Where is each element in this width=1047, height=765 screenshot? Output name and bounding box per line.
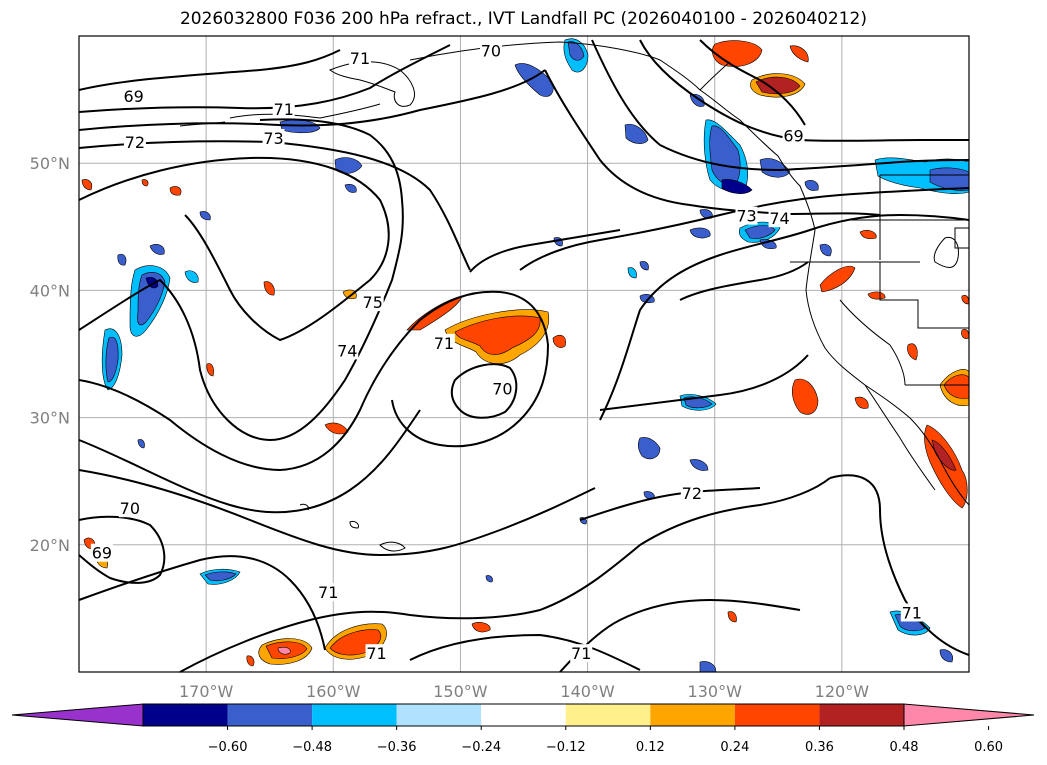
contour-label: 73 xyxy=(736,207,756,226)
contour-label-background xyxy=(768,209,791,228)
contour-label-background xyxy=(900,603,923,622)
contour-label-background xyxy=(123,132,146,151)
map-title: 2026032800 F036 200 hPa refract., IVT La… xyxy=(179,9,867,29)
colorbar-tick-label: −0.36 xyxy=(377,740,417,755)
contour-label-background xyxy=(432,333,455,352)
colorbar-segment xyxy=(227,704,313,726)
longitude-label: 160°W xyxy=(306,682,361,701)
latitude-label: 50°N xyxy=(30,154,70,173)
contour-label: 71 xyxy=(571,644,591,663)
longitude-label: 130°W xyxy=(688,682,743,701)
colorbar-segment xyxy=(481,704,566,726)
latitude-label: 20°N xyxy=(30,536,70,555)
contour-label-background xyxy=(118,499,141,518)
contour-label-background xyxy=(680,483,703,502)
contour-label-background xyxy=(782,126,805,145)
contour-label-background xyxy=(491,379,514,398)
contour-label-background xyxy=(365,644,388,663)
map-panel: 69 71 72 73 71 70 69 73 74 75 74 71 70 72 70 69 71 71 71 71 xyxy=(78,35,970,673)
colorbar-tick-label: −0.60 xyxy=(208,740,248,755)
contour-lines xyxy=(78,39,970,673)
colorbar-tick-label: 0.24 xyxy=(720,740,749,755)
colorbar-extend-max xyxy=(903,703,1035,727)
colorbar-tick-label: −0.48 xyxy=(292,740,332,755)
colorbar-segment xyxy=(565,704,651,726)
contour-label-background xyxy=(479,41,502,60)
contour-label-background xyxy=(317,583,340,602)
longitude-labels: 170°W 160°W 150°W 140°W 130°W 120°W xyxy=(179,682,869,701)
contour-label: 71 xyxy=(350,49,370,68)
contour-label: 69 xyxy=(783,126,803,145)
contour-label-background xyxy=(735,206,758,225)
contour-label: 71 xyxy=(902,603,922,622)
colorbar-segment xyxy=(734,704,820,726)
colorbar-segment xyxy=(143,704,228,726)
colorbar-tick-label: −0.24 xyxy=(461,740,501,755)
longitude-label: 140°W xyxy=(560,682,615,701)
latitude-label: 30°N xyxy=(30,409,70,428)
contour-label: 69 xyxy=(92,544,112,563)
colorbar: −0.60 −0.48 −0.36 −0.24 −0.12 0.12 0.24 0.36 0.4… xyxy=(11,703,1035,755)
colorbar-tick-label: 0.36 xyxy=(805,740,834,755)
contour-label: 71 xyxy=(274,100,294,119)
positive-anomaly-patches xyxy=(81,40,970,667)
gridlines xyxy=(79,36,969,672)
contour-label-background xyxy=(336,341,359,360)
colorbar-tick-label: 0.48 xyxy=(890,740,919,755)
contour-label: 72 xyxy=(682,484,702,503)
contour-label-layer: 69 71 72 73 71 70 69 73 74 75 74 71 70 72 70 69 71 71 71 71 xyxy=(90,41,923,663)
longitude-label: 170°W xyxy=(179,682,234,701)
contour-label-background xyxy=(570,644,593,663)
contour-label: 70 xyxy=(492,380,512,399)
contour-label-background xyxy=(361,293,384,312)
contour-label-background xyxy=(122,87,145,106)
colorbar-tick-label: −0.12 xyxy=(546,740,586,755)
longitude-label: 120°W xyxy=(815,682,870,701)
contour-label: 75 xyxy=(363,293,383,312)
colorbar-segment xyxy=(819,704,904,726)
contour-label-background xyxy=(272,99,295,118)
contour-label: 71 xyxy=(318,583,338,602)
contour-label: 74 xyxy=(769,209,789,228)
colorbar-segment xyxy=(650,704,735,726)
contour-label-background xyxy=(262,129,285,148)
colorbar-tick-label: 0.12 xyxy=(636,740,665,755)
contour-label-background xyxy=(348,48,371,67)
negative-anomaly-patches xyxy=(101,38,970,673)
shading-layer xyxy=(81,38,970,673)
colorbar-segment xyxy=(312,704,397,726)
colorbar-tick-label: 0.60 xyxy=(974,740,1003,755)
contour-label: 69 xyxy=(123,87,143,106)
contour-label: 70 xyxy=(120,499,140,518)
contour-label: 70 xyxy=(481,41,501,60)
latitude-label: 40°N xyxy=(30,281,70,300)
colorbar-extend-min xyxy=(11,703,144,727)
contour-label: 73 xyxy=(263,129,283,148)
contour-label: 71 xyxy=(366,644,386,663)
contour-label: 74 xyxy=(337,341,357,360)
map-frame xyxy=(78,35,970,673)
contour-label-background xyxy=(90,543,113,562)
contour-label: 72 xyxy=(125,133,145,152)
longitude-label: 150°W xyxy=(433,682,488,701)
latitude-labels: 50°N 40°N 30°N 20°N xyxy=(30,154,70,555)
colorbar-frame xyxy=(142,703,905,727)
contour-label: 71 xyxy=(434,334,454,353)
colorbar-segment xyxy=(396,704,482,726)
